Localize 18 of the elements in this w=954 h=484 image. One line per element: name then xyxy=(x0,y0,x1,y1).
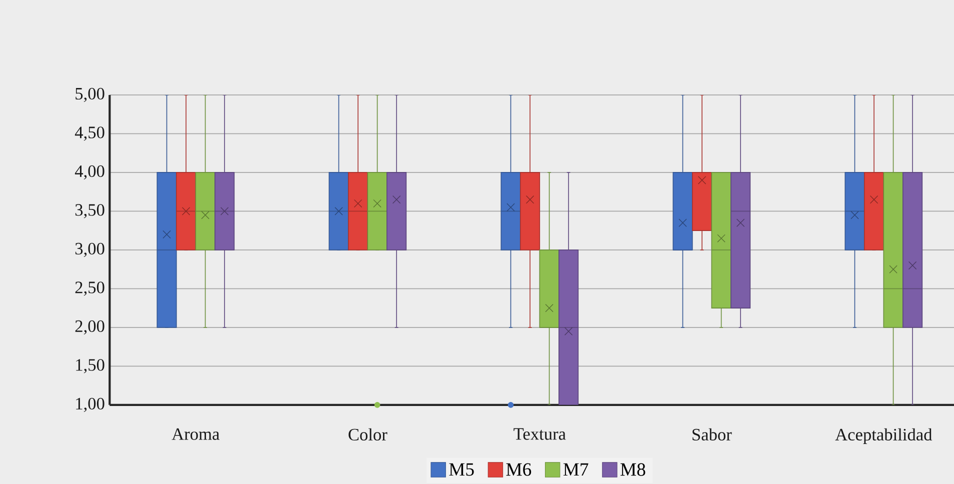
y-tick-label: 2,00 xyxy=(75,320,104,335)
y-tick-label: 5,00 xyxy=(76,88,104,102)
legend-label: M7 xyxy=(563,463,588,476)
legend-label: M6 xyxy=(506,463,532,476)
y-tick-label: 2,50 xyxy=(75,282,104,296)
y-tick-label: 1,00 xyxy=(76,398,104,412)
x-tick-label: Color xyxy=(348,428,388,441)
x-tick-label: Aceptabilidad xyxy=(835,428,932,444)
x-tick-label: Textura xyxy=(514,428,566,440)
legend-label: M5 xyxy=(449,463,474,476)
y-tick-label: 1,50 xyxy=(76,359,104,374)
y-tick-label: 4,00 xyxy=(74,165,104,180)
y-tick-label: 3,50 xyxy=(75,204,104,218)
x-tick-label: Sabor xyxy=(692,428,732,441)
y-tick-label: 3,00 xyxy=(75,242,104,258)
legend-label: M8 xyxy=(620,463,646,476)
x-tick-label: Aroma xyxy=(172,428,220,440)
y-tick-label: 4,50 xyxy=(74,126,104,141)
